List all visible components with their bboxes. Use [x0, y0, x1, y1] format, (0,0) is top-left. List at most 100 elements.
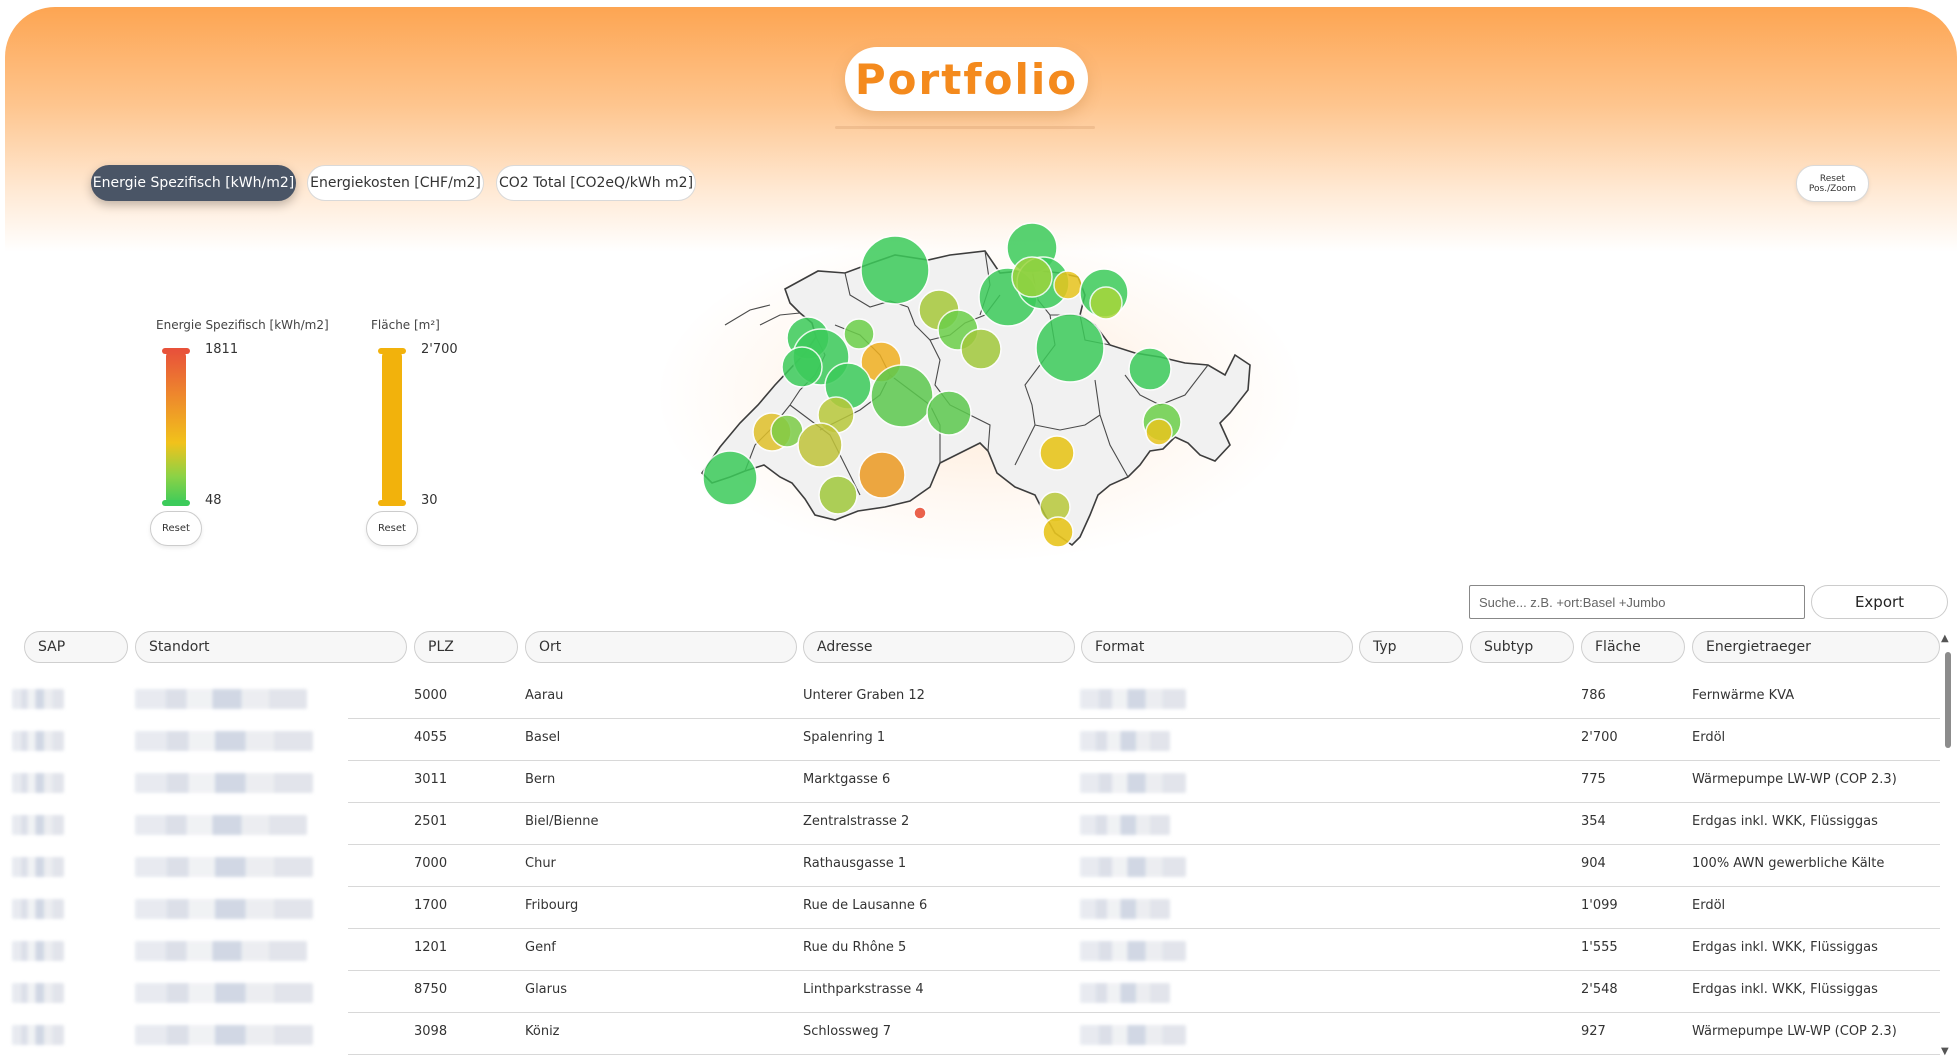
cell-flaeche: 1'555 — [1581, 940, 1618, 955]
cell-flaeche: 2'548 — [1581, 982, 1618, 997]
map-country-outline — [700, 250, 1251, 547]
redacted-standort — [135, 1025, 313, 1045]
cell-energietraeger: Erdöl — [1692, 730, 1726, 745]
legend-flaeche-reset-button[interactable]: Reset — [366, 511, 418, 546]
redacted-sap — [12, 941, 64, 961]
redacted-format — [1080, 1025, 1186, 1045]
cell-adresse: Schlossweg 7 — [803, 1024, 892, 1039]
row-divider — [348, 718, 1940, 719]
cell-energietraeger: Erdgas inkl. WKK, Flüssiggas — [1692, 982, 1878, 997]
reset-zoom-line1: Reset — [1819, 173, 1846, 184]
redacted-sap — [12, 689, 64, 709]
row-divider — [348, 886, 1940, 887]
cell-flaeche: 775 — [1581, 772, 1606, 787]
page-title-text: Portfolio — [854, 54, 1079, 104]
map-marker — [781, 346, 823, 388]
reset-zoom-line2: Pos./Zoom — [1808, 183, 1857, 194]
cell-energietraeger: Wärmepumpe LW-WP (COP 2.3) — [1692, 772, 1897, 787]
export-button[interactable]: Export — [1811, 585, 1948, 619]
scroll-down-icon[interactable]: ▼ — [1941, 1046, 1949, 1057]
cell-ort: Glarus — [525, 982, 568, 997]
cell-ort: Genf — [525, 940, 556, 955]
column-header-standort[interactable]: Standort — [135, 631, 407, 663]
column-header-ort[interactable]: Ort — [525, 631, 797, 663]
redacted-format — [1080, 815, 1170, 835]
map-marker — [960, 328, 1002, 370]
cell-plz: 1700 — [414, 898, 448, 913]
cell-plz: 8750 — [414, 982, 448, 997]
column-header-typ[interactable]: Typ — [1359, 631, 1463, 663]
scroll-thumb[interactable] — [1945, 652, 1951, 748]
map-marker — [870, 364, 934, 428]
column-header-sap[interactable]: SAP — [24, 631, 128, 663]
row-divider — [348, 1054, 1940, 1055]
cell-plz: 3098 — [414, 1024, 448, 1039]
map-marker — [1128, 347, 1172, 391]
cell-plz: 1201 — [414, 940, 448, 955]
legend-energie-gradient — [166, 351, 186, 504]
map-marker — [858, 451, 906, 499]
column-header-adresse[interactable]: Adresse — [803, 631, 1075, 663]
column-header-flaeche[interactable]: Fläche — [1581, 631, 1685, 663]
cell-flaeche: 786 — [1581, 688, 1606, 703]
tab-energiekosten[interactable]: Energiekosten [CHF/m2] — [307, 165, 484, 201]
map-svg[interactable] — [640, 215, 1320, 555]
scroll-up-icon[interactable]: ▲ — [1941, 633, 1949, 644]
redacted-format — [1080, 941, 1186, 961]
redacted-sap — [12, 857, 64, 877]
row-divider — [348, 760, 1940, 761]
redacted-format — [1080, 773, 1186, 793]
redacted-format — [1080, 899, 1170, 919]
redacted-standort — [135, 983, 313, 1003]
cell-flaeche: 1'099 — [1581, 898, 1618, 913]
redacted-standort — [135, 773, 313, 793]
column-header-energietraeger[interactable]: Energietraeger — [1692, 631, 1940, 663]
row-divider — [348, 970, 1940, 971]
legend-energie-label: Energie Spezifisch [kWh/m2] — [156, 318, 329, 332]
cell-ort: Chur — [525, 856, 556, 871]
redacted-standort — [135, 689, 307, 709]
redacted-format — [1080, 689, 1186, 709]
cell-energietraeger: Erdöl — [1692, 898, 1726, 913]
tab-co2-total[interactable]: CO2 Total [CO2eQ/kWh m2] — [496, 165, 696, 201]
legend-flaeche-min-handle[interactable] — [378, 500, 406, 506]
map-marker — [1053, 270, 1083, 300]
cell-plz: 4055 — [414, 730, 448, 745]
cell-adresse: Rathausgasse 1 — [803, 856, 907, 871]
legend-flaeche-min: 30 — [421, 493, 438, 508]
tab-energie-spezifisch[interactable]: Energie Spezifisch [kWh/m2] — [91, 165, 296, 201]
cell-flaeche: 354 — [1581, 814, 1606, 829]
row-divider — [348, 928, 1940, 929]
legend-energie-min-handle[interactable] — [162, 500, 190, 506]
cell-ort: Bern — [525, 772, 556, 787]
column-header-format[interactable]: Format — [1081, 631, 1353, 663]
redacted-standort — [135, 731, 313, 751]
column-header-subtyp[interactable]: Subtyp — [1470, 631, 1574, 663]
legend-flaeche-label: Fläche [m²] — [371, 318, 440, 332]
column-header-plz[interactable]: PLZ — [414, 631, 518, 663]
redacted-standort — [135, 857, 313, 877]
row-divider — [348, 844, 1940, 845]
redacted-sap — [12, 731, 64, 751]
cell-plz: 7000 — [414, 856, 448, 871]
cell-ort: Fribourg — [525, 898, 579, 913]
redacted-format — [1080, 983, 1170, 1003]
reset-pos-zoom-button[interactable]: Reset Pos./Zoom — [1796, 165, 1869, 202]
map-marker — [1145, 418, 1173, 446]
map-markers[interactable] — [702, 222, 1182, 548]
cell-ort: Köniz — [525, 1024, 560, 1039]
redacted-format — [1080, 731, 1170, 751]
cell-energietraeger: 100% AWN gewerbliche Kälte — [1692, 856, 1885, 871]
map-marker — [1042, 516, 1074, 548]
title-divider — [835, 126, 1095, 129]
map-marker — [702, 450, 758, 506]
cell-plz: 3011 — [414, 772, 448, 787]
search-input[interactable] — [1469, 585, 1805, 619]
cell-adresse: Spalenring 1 — [803, 730, 886, 745]
map-marker — [818, 475, 858, 515]
legend-energie-reset-button[interactable]: Reset — [150, 511, 202, 546]
switzerland-map[interactable] — [640, 215, 1320, 555]
cell-ort: Biel/Bienne — [525, 814, 599, 829]
redacted-standort — [135, 941, 307, 961]
